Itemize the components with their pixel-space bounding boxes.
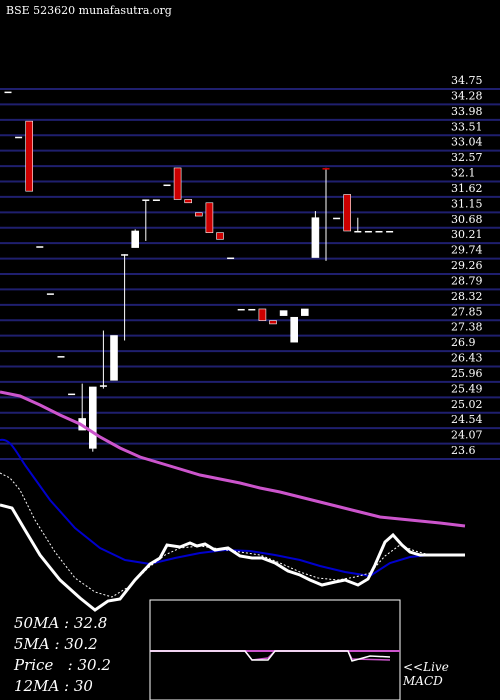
- price-grid: [0, 88, 500, 460]
- macd-label: MACD: [403, 674, 443, 688]
- price-tick-label: 26.43: [451, 352, 483, 365]
- bull-candle: [354, 230, 362, 233]
- bull-candle: [290, 316, 299, 343]
- bull-candle: [364, 230, 372, 233]
- price-tick-label: 32.57: [451, 151, 483, 164]
- price-tick-label: 29.26: [451, 259, 483, 272]
- candlesticks: [4, 91, 394, 452]
- bull-candle: [142, 199, 150, 201]
- bull-candle: [57, 356, 65, 358]
- bull-candle: [386, 230, 394, 233]
- bull-candle: [311, 217, 320, 258]
- price-tick-label: 31.15: [451, 197, 483, 210]
- ma50-stat: 50MA : 32.8: [14, 614, 108, 632]
- bear-candle: [322, 167, 330, 170]
- bull-candle: [333, 217, 341, 220]
- price-tick-label: 27.85: [451, 305, 483, 318]
- site-name: munafasutra.org: [78, 4, 172, 17]
- bull-candle: [131, 230, 139, 248]
- bull-candle: [163, 184, 171, 187]
- bear-candle: [269, 320, 277, 325]
- bull-candle: [46, 293, 54, 295]
- indicator-lines: [0, 390, 466, 612]
- bear-candle: [184, 199, 192, 204]
- bull-candle: [110, 335, 118, 381]
- bear-candle: [343, 194, 352, 232]
- bull-candle: [237, 308, 245, 311]
- bull-candle: [121, 254, 129, 256]
- bear-candle: [205, 202, 214, 233]
- bull-candle: [300, 308, 309, 316]
- price-stat: Price : 30.2: [14, 656, 111, 674]
- price-tick-label: 33.04: [451, 136, 483, 149]
- bear-candle: [173, 167, 182, 200]
- price-tick-label: 24.07: [451, 429, 483, 442]
- macd-panel: [149, 599, 401, 700]
- price-tick-label: 28.32: [451, 290, 483, 303]
- bull-candle: [4, 91, 12, 94]
- price-line: [0, 503, 465, 612]
- price-tick-label: 33.98: [451, 105, 483, 118]
- bull-candle: [36, 246, 44, 248]
- macd-line: [150, 650, 391, 662]
- price-tick-label: 34.75: [451, 74, 483, 87]
- price-tick-label: 23.6: [451, 444, 476, 457]
- bear-candle: [216, 232, 224, 240]
- price-tick-label: 26.9: [451, 336, 476, 349]
- ma-stats: 50MA : 32.8 5MA : 30.2 Price : 30.2 12MA…: [14, 613, 111, 697]
- bull-candle: [89, 386, 97, 449]
- bear-candle: [195, 212, 203, 217]
- ma5-stat: 5MA : 30.2: [14, 635, 98, 653]
- bull-candle: [99, 385, 107, 387]
- bull-candle: [68, 393, 76, 396]
- bull-candle: [15, 136, 23, 139]
- price-tick-label: 25.02: [451, 398, 483, 411]
- price-tick-label: 30.21: [451, 228, 483, 241]
- bear-candle: [258, 308, 267, 321]
- chart-header: BSE 523620 munafasutra.org: [6, 4, 172, 17]
- price-tick-label: 31.62: [451, 182, 483, 195]
- stock-code: BSE 523620: [6, 4, 76, 17]
- bull-candle: [375, 230, 383, 233]
- price-tick-label: 30.68: [451, 213, 483, 226]
- price-tick-label: 34.28: [451, 89, 483, 102]
- price-tick-label: 32.1: [451, 167, 476, 180]
- bull-candle: [152, 199, 160, 201]
- macd-legend: <<Live MACD: [403, 660, 449, 688]
- price-tick-label: 25.96: [451, 367, 483, 380]
- live-label: <<Live: [403, 660, 449, 674]
- ma-short-line: [0, 438, 465, 578]
- ma12-stat: 12MA : 30: [14, 677, 93, 695]
- bull-candle: [227, 257, 235, 260]
- bull-candle: [248, 308, 256, 311]
- price-tick-label: 25.49: [451, 382, 483, 395]
- bear-candle: [25, 120, 34, 192]
- price-tick-label: 27.38: [451, 321, 483, 334]
- price-ticks: 34.75 34.28 33.98 33.51 33.04 32.57 32.1 31.62 3…: [451, 74, 483, 457]
- bull-candle: [279, 310, 288, 316]
- price-tick-label: 29.74: [451, 244, 483, 257]
- ma-12-dotted-line: [0, 472, 466, 598]
- price-tick-label: 33.51: [451, 120, 483, 133]
- ma-long-line: [0, 390, 466, 528]
- price-tick-label: 24.54: [451, 413, 483, 426]
- price-tick-label: 28.79: [451, 274, 483, 287]
